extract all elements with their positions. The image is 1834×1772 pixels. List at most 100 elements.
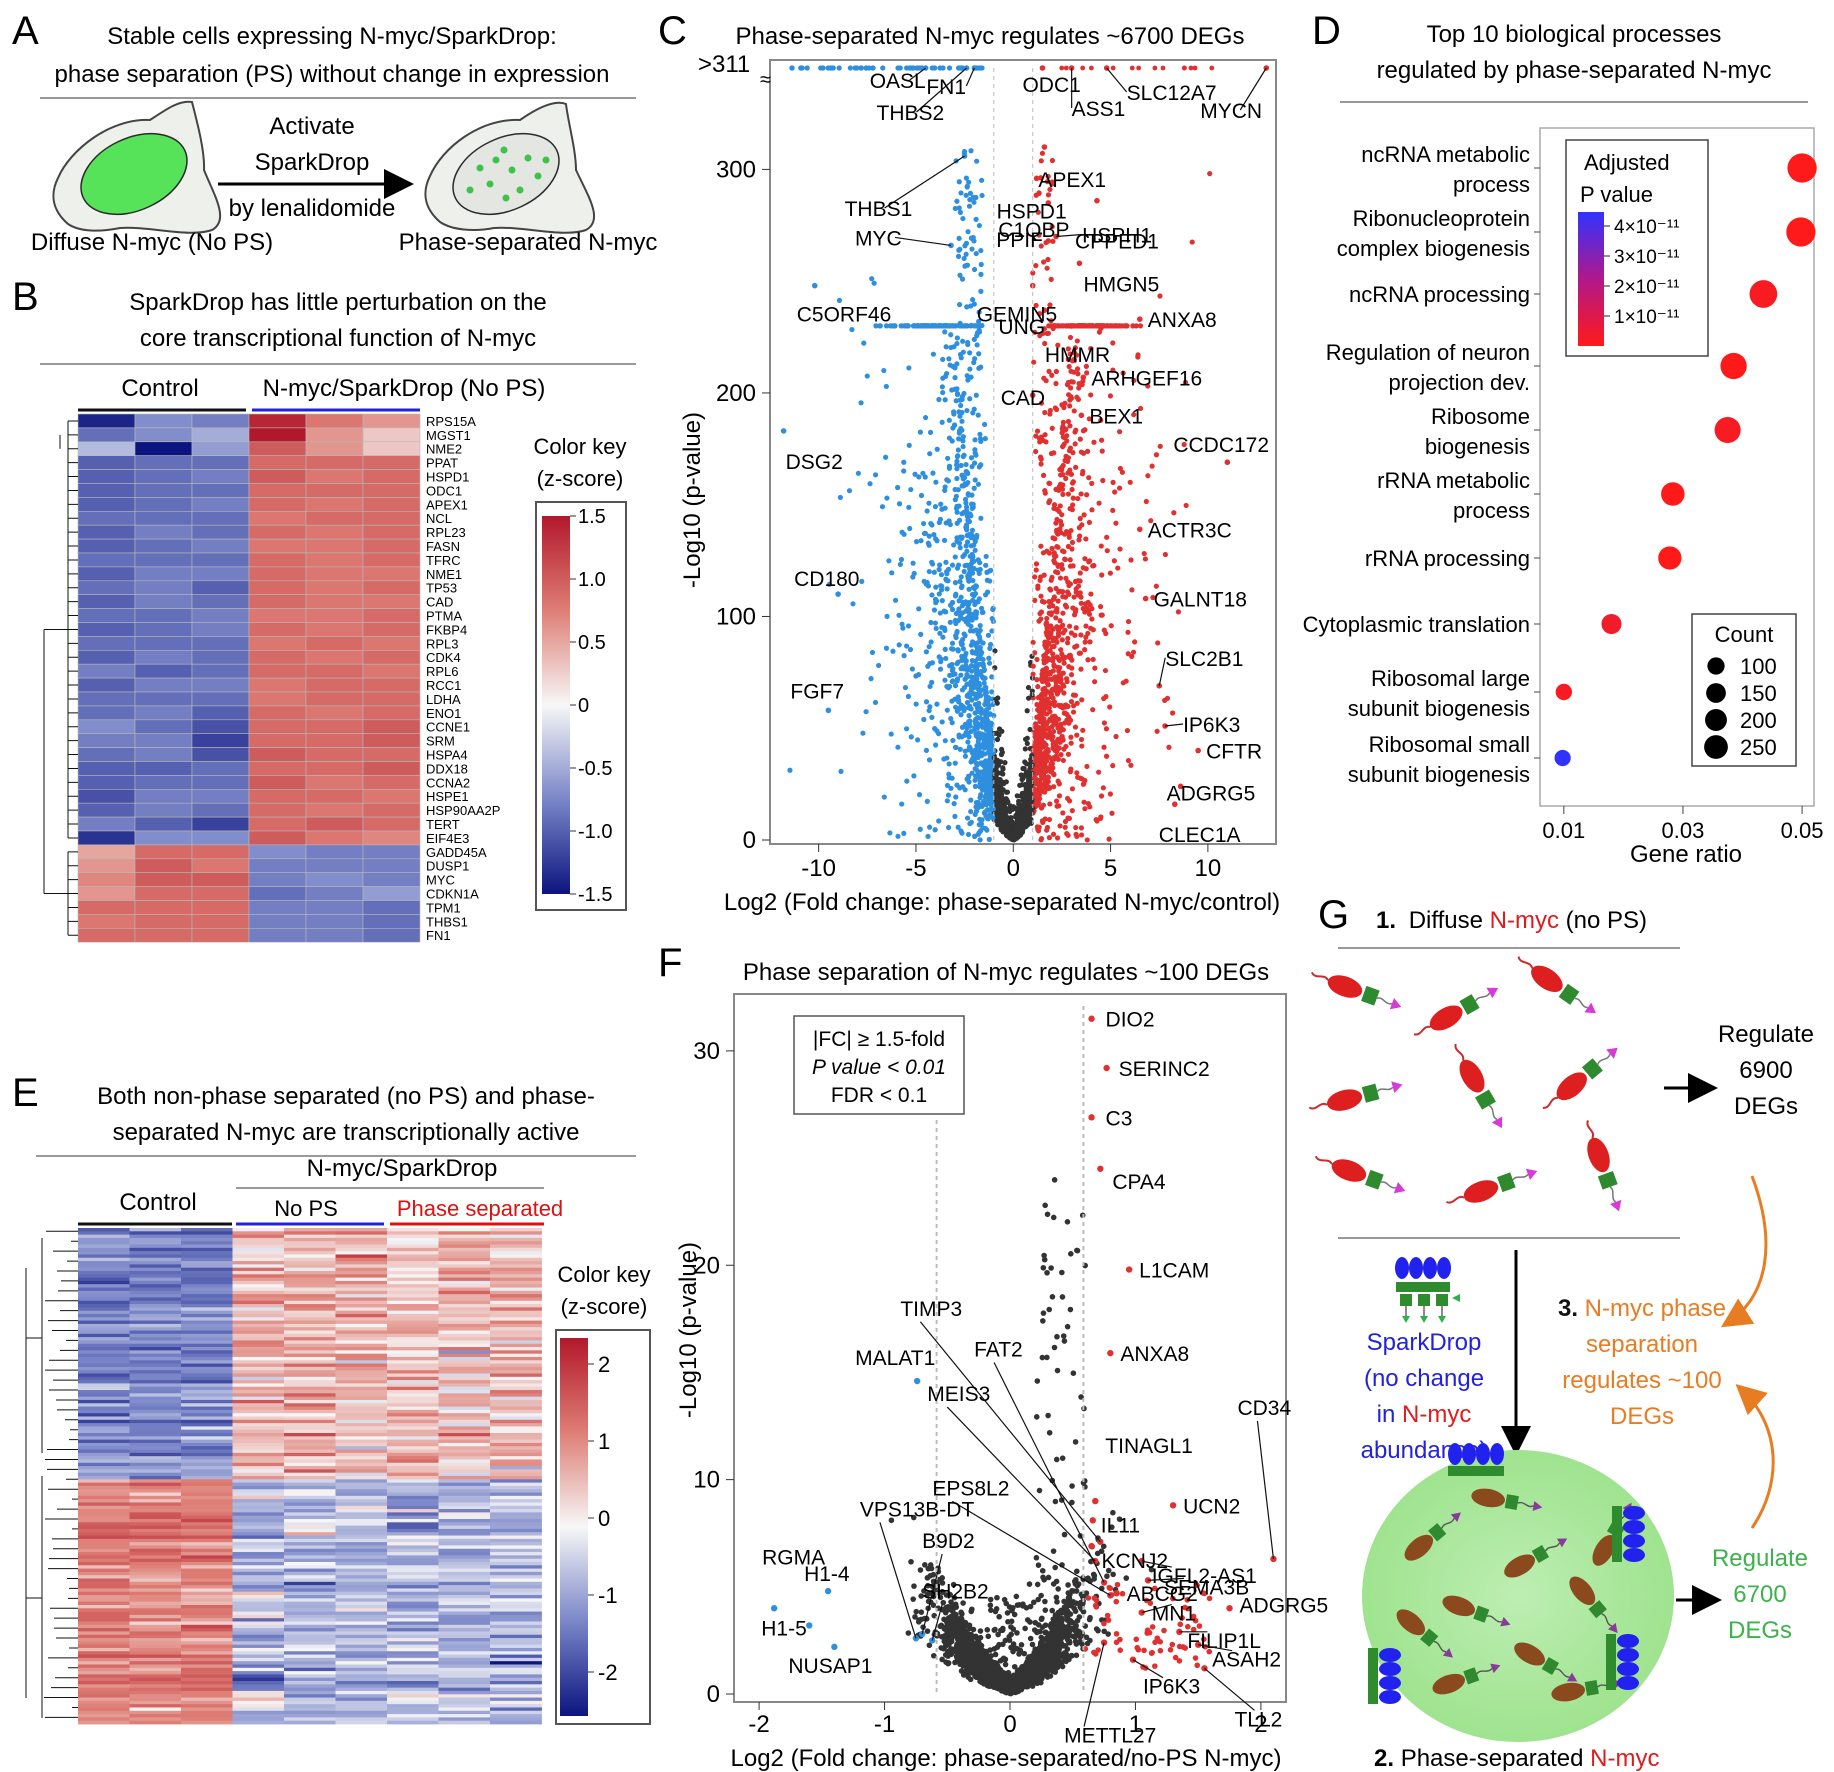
- heatmap-e-cell: [181, 1363, 233, 1368]
- volcano-c-point: [1053, 368, 1059, 375]
- volcano-c-point: [864, 373, 870, 379]
- heatmap-e-cell: [78, 1452, 130, 1457]
- heatmap-b-cell: [305, 413, 364, 429]
- volcano-c-gene-label: IP6K3: [1183, 714, 1240, 737]
- dotplot-point: [1787, 153, 1817, 183]
- volcano-c-point: [962, 658, 968, 664]
- heatmap-e-cell: [78, 1552, 130, 1556]
- volcano-c-point: [966, 566, 973, 572]
- volcano-c-point: [1038, 609, 1045, 615]
- heatmap-e-cell: [438, 1608, 491, 1612]
- heatmap-e-cell: [284, 1343, 336, 1348]
- heatmap-b-cell: [191, 594, 250, 609]
- volcano-c-point: [1065, 379, 1072, 386]
- volcano-c-point: [1096, 500, 1102, 506]
- volcano-c-point: [948, 323, 954, 329]
- heatmap-e-cell: [78, 1535, 130, 1540]
- volcano-c-point: [978, 438, 984, 444]
- heatmap-e-cell: [387, 1575, 439, 1579]
- colorkey-b-tick-label: 0.5: [578, 632, 606, 654]
- volcano-c-point: [1153, 452, 1160, 458]
- heatmap-e-cell: [181, 1578, 233, 1583]
- heatmap-b-cell: [77, 538, 136, 554]
- heatmap-e-cell: [387, 1416, 439, 1421]
- heatmap-e-cell: [232, 1525, 285, 1530]
- heatmap-e-cell: [181, 1409, 233, 1414]
- heatmap-e-cell: [335, 1380, 388, 1384]
- heatmap-e-cell: [284, 1446, 336, 1450]
- volcano-c-gene-label: FGF7: [790, 680, 844, 703]
- volcano-c-point: [1077, 436, 1083, 442]
- volcano-c-point: [1056, 508, 1062, 515]
- heatmap-b-cell: [305, 566, 364, 582]
- heatmap-e-cell: [284, 1380, 336, 1384]
- heatmap-e-cell: [335, 1323, 388, 1328]
- volcano-c-point: [1032, 721, 1039, 727]
- heatmap-e-cell: [490, 1449, 542, 1454]
- heatmap-e-cell: [78, 1462, 130, 1467]
- volcano-c-point: [881, 367, 887, 374]
- volcano-c-point: [1087, 804, 1093, 810]
- volcano-c-point: [904, 778, 910, 784]
- volcano-c-point: [969, 492, 975, 498]
- heatmap-e-cell: [284, 1304, 336, 1308]
- volcano-c-point: [897, 561, 903, 568]
- volcano-c-point: [1143, 498, 1149, 505]
- volcano-c-point: [985, 632, 992, 638]
- gene-label-b: PPAT: [426, 456, 458, 471]
- heatmap-e-cell: [438, 1304, 491, 1308]
- heatmap-b-cell: [191, 788, 250, 804]
- volcano-c-point: [954, 458, 960, 464]
- volcano-c-point: [1087, 558, 1093, 564]
- heatmap-e-cell: [438, 1459, 491, 1464]
- volcano-c-point: [1079, 697, 1085, 703]
- volcano-c-point: [949, 720, 955, 726]
- heatmap-e-cell: [232, 1499, 285, 1503]
- heatmap-b-cell: [134, 427, 193, 443]
- heatmap-e-cell: [129, 1502, 182, 1507]
- volcano-c-point: [994, 730, 1000, 737]
- volcano-c-point: [1043, 751, 1049, 758]
- heatmap-e-cell: [490, 1327, 542, 1331]
- heatmap-b-cell: [77, 886, 136, 901]
- heatmap-b-cell: [77, 552, 136, 568]
- heatmap-e-cell: [78, 1426, 130, 1431]
- heatmap-e-cell: [232, 1419, 285, 1424]
- heatmap-e-cell: [78, 1333, 130, 1338]
- heatmap-e-cell: [78, 1472, 130, 1477]
- heatmap-e-cell: [284, 1333, 336, 1338]
- volcano-c-point: [942, 738, 948, 744]
- heatmap-e-cell: [335, 1343, 388, 1348]
- panel-b-colorkey-frame: [535, 501, 627, 911]
- volcano-c-gene-label: HMGN5: [1083, 273, 1159, 296]
- heatmap-e-cell: [438, 1433, 491, 1437]
- heatmap-e-cell: [438, 1290, 491, 1295]
- gene-label-b: TP53: [426, 581, 457, 596]
- heatmap-e-cell: [78, 1439, 130, 1444]
- heatmap-e-cell: [129, 1406, 182, 1411]
- volcano-c-point: [1071, 612, 1078, 618]
- heatmap-e-cell: [78, 1591, 130, 1596]
- heatmap-e-cell: [181, 1492, 233, 1497]
- heatmap-e-cell: [181, 1317, 233, 1321]
- heatmap-e-cell: [129, 1604, 182, 1609]
- volcano-c-point: [1067, 334, 1074, 341]
- heatmap-e-cell: [129, 1244, 182, 1249]
- volcano-c-point: [950, 737, 956, 744]
- volcano-c-point: [954, 198, 960, 204]
- heatmap-e-cell: [438, 1363, 491, 1368]
- heatmap-e-cell: [284, 1409, 336, 1414]
- heatmap-e-cell: [490, 1555, 542, 1560]
- heatmap-e-cell: [335, 1588, 388, 1593]
- gene-label-b: TPM1: [426, 900, 461, 915]
- volcano-c-point: [953, 744, 959, 751]
- volcano-c-point: [1047, 407, 1053, 414]
- heatmap-b-cell: [362, 622, 421, 637]
- volcano-c-point: [916, 792, 923, 798]
- volcano-c-point: [994, 796, 1000, 803]
- heatmap-e-cell: [181, 1380, 233, 1384]
- heatmap-e-cell: [490, 1561, 542, 1566]
- heatmap-e-cell: [232, 1575, 285, 1579]
- heatmap-b-cell: [134, 538, 193, 554]
- heatmap-e-cell: [78, 1449, 130, 1454]
